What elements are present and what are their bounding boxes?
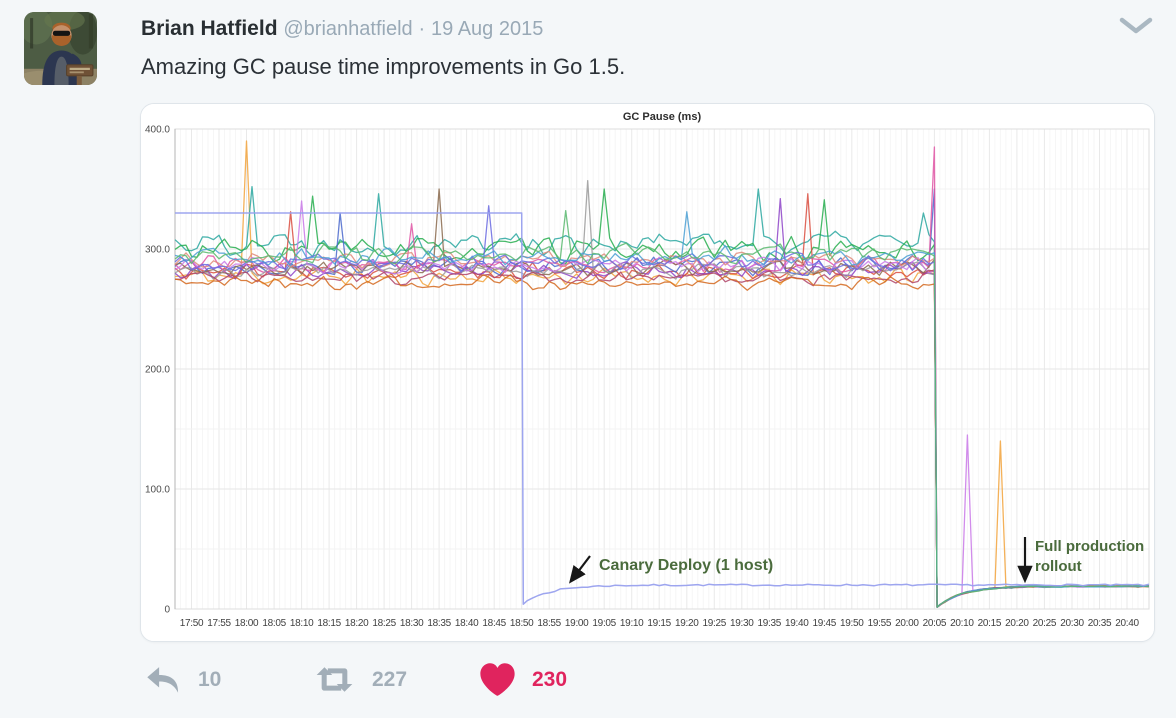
y-tick-label: 200.0 [145, 365, 170, 376]
x-tick-label: 18:55 [537, 618, 561, 629]
x-tick-label: 18:00 [235, 618, 259, 629]
rollout-annotation-label: rollout [1035, 558, 1082, 575]
x-tick-label: 19:15 [647, 618, 671, 629]
canary-annotation-arrow [569, 555, 591, 584]
retweet-count: 227 [372, 667, 408, 691]
x-tick-label: 18:25 [372, 618, 396, 629]
canary-series-line [175, 212, 1150, 605]
chart-annotations: Canary Deploy (1 host) Full production rol… [569, 537, 1144, 584]
x-tick-label: 19:55 [868, 618, 892, 629]
tweet-date[interactable]: 19 Aug 2015 [431, 18, 544, 40]
x-tick-label: 20:05 [923, 618, 947, 629]
heart-icon [478, 662, 517, 697]
tweet-actions: 10 227 230 [146, 662, 644, 697]
y-tick-label: 0 [164, 605, 170, 616]
avatar-image [24, 12, 97, 85]
x-tick-label: 19:35 [758, 618, 782, 629]
author-name[interactable]: Brian Hatfield [141, 17, 278, 40]
reply-icon [146, 666, 183, 694]
x-tick-label: 19:20 [675, 618, 699, 629]
chevron-down-icon[interactable] [1119, 17, 1153, 35]
y-tick-label: 400.0 [145, 125, 170, 136]
x-tick-label: 20:15 [978, 618, 1002, 629]
tweet-media-chart[interactable]: GC Pause (ms) 0 100.0 200.0 300.0 400.0 17:50 1… [140, 103, 1155, 642]
chart-grid [174, 128, 1150, 610]
x-tick-label: 20:00 [895, 618, 919, 629]
x-tick-label: 18:15 [317, 618, 341, 629]
x-tick-label: 19:40 [785, 618, 809, 629]
x-tick-label: 19:45 [813, 618, 837, 629]
x-tick-label: 18:40 [455, 618, 479, 629]
x-tick-label: 20:40 [1115, 618, 1139, 629]
x-tick-label: 19:25 [703, 618, 727, 629]
x-tick-label: 18:05 [262, 618, 286, 629]
x-tick-label: 17:50 [180, 618, 204, 629]
fleet-series-group [174, 140, 1150, 608]
header-separator: · [418, 18, 426, 40]
x-tick-label: 19:05 [592, 618, 616, 629]
x-tick-label: 18:10 [290, 618, 314, 629]
x-tick-label: 19:30 [730, 618, 754, 629]
x-tick-label: 18:30 [400, 618, 424, 629]
x-tick-label: 19:10 [620, 618, 644, 629]
retweet-button[interactable]: 227 [312, 665, 478, 694]
like-count: 230 [532, 667, 568, 691]
reply-button[interactable]: 10 [146, 666, 312, 694]
chart-background [141, 104, 1154, 641]
x-tick-label: 20:25 [1033, 618, 1057, 629]
x-tick-label: 20:10 [950, 618, 974, 629]
x-tick-label: 19:00 [565, 618, 589, 629]
y-tick-label: 100.0 [145, 485, 170, 496]
tweet-header: Brian Hatfield @brianhatfield · 19 Aug 2… [141, 16, 543, 42]
x-tick-label: 20:35 [1088, 618, 1112, 629]
tweet-text: Amazing GC pause time improvements in Go… [141, 54, 626, 79]
like-button[interactable]: 230 [478, 662, 644, 697]
x-tick-label: 20:30 [1060, 618, 1084, 629]
x-tick-label: 19:50 [840, 618, 864, 629]
author-handle[interactable]: @brianhatfield [283, 18, 413, 40]
x-tick-label: 18:20 [345, 618, 369, 629]
x-tick-label: 18:45 [482, 618, 506, 629]
rollout-annotation-label: Full production [1035, 538, 1144, 555]
x-tick-label: 17:55 [207, 618, 231, 629]
y-tick-label: 300.0 [145, 245, 170, 256]
avatar[interactable] [24, 12, 97, 85]
x-tick-label: 18:50 [510, 618, 534, 629]
x-tick-label: 18:35 [427, 618, 451, 629]
x-tick-label: 20:20 [1005, 618, 1029, 629]
reply-count: 10 [198, 667, 222, 691]
fleet-series-line [174, 211, 1150, 608]
chart-title: GC Pause (ms) [623, 111, 702, 123]
fleet-series-line [174, 209, 1150, 608]
canary-annotation-label: Canary Deploy (1 host) [599, 557, 773, 574]
retweet-icon [312, 665, 357, 694]
